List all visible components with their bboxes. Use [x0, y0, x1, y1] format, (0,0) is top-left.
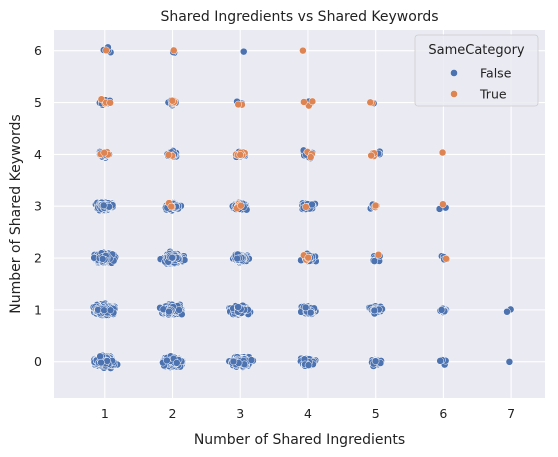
data-point-true	[236, 151, 244, 159]
legend-label-false: False	[480, 66, 512, 81]
data-point-false	[370, 257, 379, 265]
chart-title: Shared Ingredients vs Shared Keywords	[160, 9, 438, 25]
data-point-false	[168, 253, 176, 262]
data-point-false	[96, 352, 104, 361]
data-point-false	[301, 303, 310, 312]
data-point-false	[370, 306, 379, 315]
data-point-false	[505, 358, 514, 366]
data-point-true	[438, 148, 447, 157]
data-point-false	[436, 357, 444, 365]
data-point-false	[304, 361, 313, 369]
legend: SameCategory False True	[414, 34, 539, 107]
data-point-false	[97, 358, 105, 367]
legend-title: SameCategory	[428, 43, 525, 58]
data-point-false	[229, 357, 238, 366]
data-point-false	[234, 303, 242, 311]
data-point-false	[371, 357, 380, 365]
data-point-true	[442, 254, 450, 263]
y-axis-label: Number of Shared Keywords	[8, 114, 24, 313]
y-tick-label: 0	[34, 354, 42, 369]
data-point-false	[175, 306, 183, 314]
data-point-false	[503, 308, 511, 316]
data-point-false	[173, 359, 181, 367]
data-point-true	[170, 46, 178, 55]
data-point-false	[233, 254, 242, 263]
y-tick-label: 2	[34, 251, 42, 266]
data-point-true	[164, 151, 173, 159]
data-point-true	[106, 99, 114, 107]
data-point-false	[100, 306, 108, 315]
x-axis-label: Number of Shared Ingredients	[194, 432, 405, 448]
data-point-true	[234, 100, 242, 109]
y-tick-label: 1	[34, 302, 42, 317]
y-tick-label: 4	[34, 147, 42, 162]
data-point-false	[103, 357, 111, 365]
data-point-false	[165, 307, 173, 316]
y-tick-label: 5	[34, 95, 42, 110]
data-point-false	[106, 306, 115, 314]
data-point-true	[299, 46, 307, 55]
y-tick-label: 3	[34, 199, 42, 214]
x-tick-label: 3	[236, 406, 244, 421]
data-point-false	[99, 201, 108, 210]
legend-marker-false	[450, 69, 458, 77]
data-point-true	[439, 200, 447, 208]
x-tick-label: 2	[169, 406, 177, 421]
data-point-true	[302, 203, 310, 211]
legend-label-true: True	[479, 87, 507, 102]
data-point-false	[239, 47, 248, 56]
data-point-true	[100, 149, 108, 157]
x-tick-label: 4	[304, 406, 312, 421]
x-tick-label: 6	[439, 406, 447, 421]
data-point-false	[163, 356, 171, 365]
y-tick-label: 6	[34, 43, 42, 58]
data-point-true	[308, 97, 317, 106]
data-point-true	[374, 251, 383, 259]
data-point-true	[371, 201, 380, 210]
data-point-false	[98, 255, 107, 263]
x-tick-label: 5	[372, 406, 380, 421]
legend-marker-true	[450, 90, 458, 98]
data-point-false	[247, 356, 256, 364]
data-points	[89, 43, 515, 372]
data-point-true	[102, 46, 110, 55]
data-point-true	[168, 96, 177, 105]
x-tick-label: 1	[101, 406, 109, 421]
data-point-true	[367, 151, 375, 160]
data-point-true	[300, 98, 308, 106]
data-point-true	[304, 253, 313, 262]
data-point-true	[167, 202, 176, 211]
x-tick-label: 7	[507, 406, 515, 421]
data-point-false	[437, 306, 446, 314]
data-point-true	[306, 153, 315, 161]
data-point-true	[366, 98, 375, 107]
data-point-true	[237, 201, 245, 210]
